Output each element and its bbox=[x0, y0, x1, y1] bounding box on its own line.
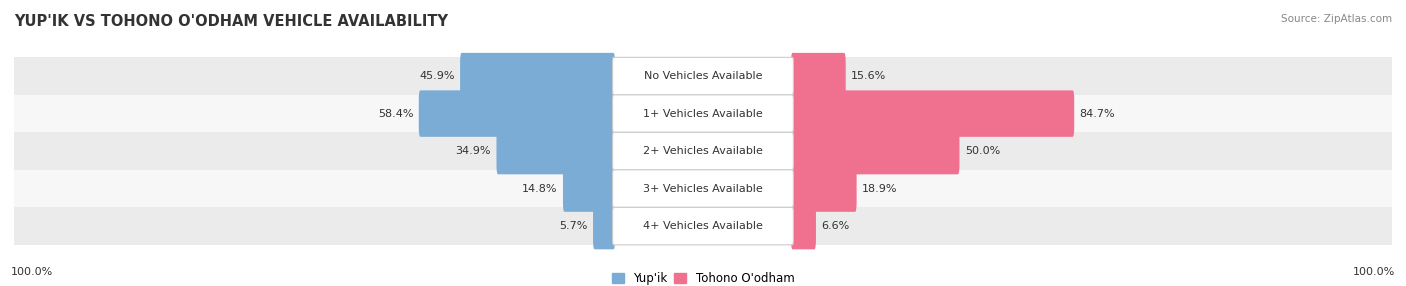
Text: 100.0%: 100.0% bbox=[1353, 267, 1395, 277]
Text: 1+ Vehicles Available: 1+ Vehicles Available bbox=[643, 109, 763, 119]
Text: 3+ Vehicles Available: 3+ Vehicles Available bbox=[643, 184, 763, 194]
Text: 14.8%: 14.8% bbox=[522, 184, 558, 194]
Legend: Yup'ik, Tohono O'odham: Yup'ik, Tohono O'odham bbox=[612, 272, 794, 285]
Bar bbox=[14, 132, 1392, 170]
Text: 2+ Vehicles Available: 2+ Vehicles Available bbox=[643, 146, 763, 156]
FancyBboxPatch shape bbox=[613, 207, 793, 245]
FancyBboxPatch shape bbox=[460, 53, 614, 99]
FancyBboxPatch shape bbox=[792, 128, 959, 174]
Bar bbox=[14, 207, 1392, 245]
Text: 5.7%: 5.7% bbox=[560, 221, 588, 231]
Text: No Vehicles Available: No Vehicles Available bbox=[644, 71, 762, 81]
Text: YUP'IK VS TOHONO O'ODHAM VEHICLE AVAILABILITY: YUP'IK VS TOHONO O'ODHAM VEHICLE AVAILAB… bbox=[14, 14, 449, 29]
FancyBboxPatch shape bbox=[496, 128, 614, 174]
FancyBboxPatch shape bbox=[613, 57, 793, 95]
Text: 6.6%: 6.6% bbox=[821, 221, 849, 231]
Bar bbox=[14, 95, 1392, 132]
Text: Source: ZipAtlas.com: Source: ZipAtlas.com bbox=[1281, 14, 1392, 24]
FancyBboxPatch shape bbox=[593, 203, 614, 249]
Text: 50.0%: 50.0% bbox=[965, 146, 1000, 156]
Text: 45.9%: 45.9% bbox=[419, 71, 454, 81]
Text: 100.0%: 100.0% bbox=[11, 267, 53, 277]
FancyBboxPatch shape bbox=[792, 90, 1074, 137]
Text: 15.6%: 15.6% bbox=[851, 71, 886, 81]
FancyBboxPatch shape bbox=[613, 132, 793, 170]
FancyBboxPatch shape bbox=[613, 170, 793, 207]
Text: 18.9%: 18.9% bbox=[862, 184, 897, 194]
Text: 58.4%: 58.4% bbox=[378, 109, 413, 119]
Text: 4+ Vehicles Available: 4+ Vehicles Available bbox=[643, 221, 763, 231]
FancyBboxPatch shape bbox=[792, 53, 845, 99]
Text: 34.9%: 34.9% bbox=[456, 146, 491, 156]
FancyBboxPatch shape bbox=[562, 165, 614, 212]
Text: 84.7%: 84.7% bbox=[1080, 109, 1115, 119]
FancyBboxPatch shape bbox=[613, 95, 793, 132]
Bar bbox=[14, 170, 1392, 207]
FancyBboxPatch shape bbox=[419, 90, 614, 137]
FancyBboxPatch shape bbox=[792, 203, 815, 249]
Bar bbox=[14, 57, 1392, 95]
FancyBboxPatch shape bbox=[792, 165, 856, 212]
